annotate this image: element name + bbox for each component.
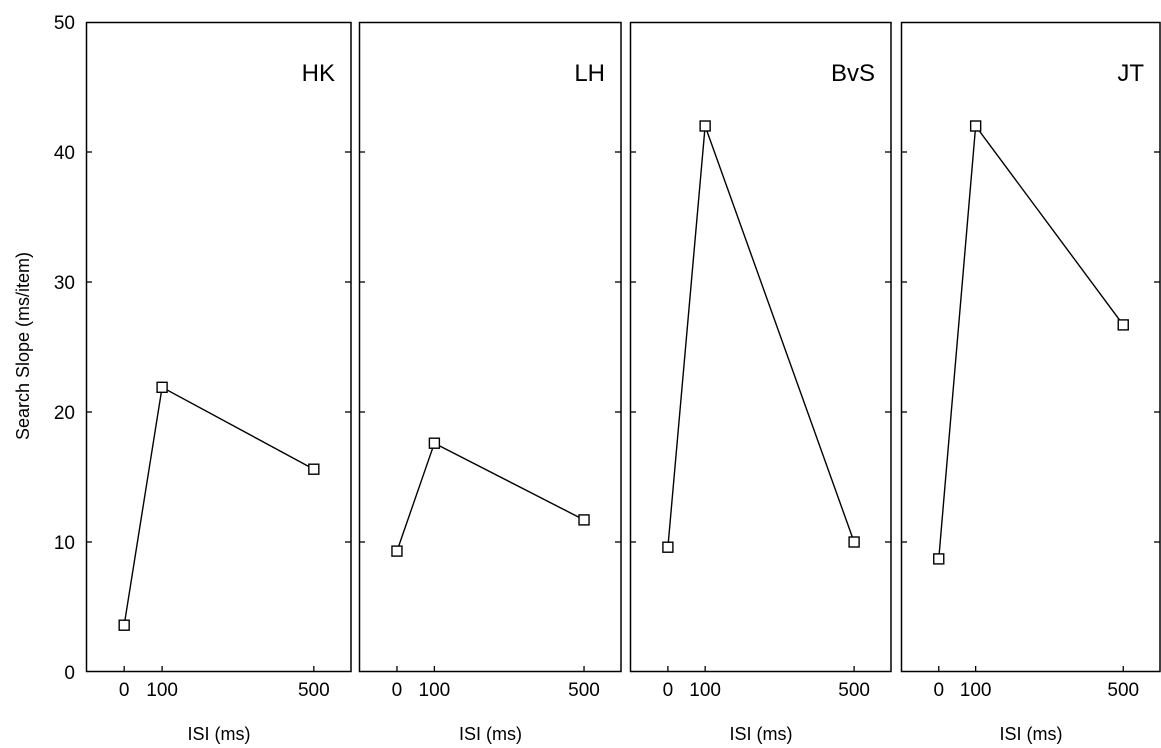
series-line [938,124,1124,559]
data-point [662,541,674,553]
x-tick-label: 0 [392,680,403,701]
panel-bvs: 0 100 500 ISI (ms) BvS [629,21,892,744]
x-axis-title: ISI (ms) [1000,724,1063,744]
x-tick-label: 100 [689,680,721,701]
x-tick-label: 0 [119,680,130,701]
panel-label: JT [1117,60,1144,87]
data-point [969,120,982,132]
y-axis-ticks: 0 10 20 30 40 50 [54,13,75,684]
data-point [118,619,130,631]
panel-lh: 0 100 500 ISI (ms) LH [358,21,622,744]
data-point [1117,319,1129,331]
x-tick-label: 100 [146,680,178,701]
data-point [578,514,590,526]
x-tick-label: 500 [298,680,330,701]
y-tick-label: 10 [54,533,75,554]
data-point [848,536,860,548]
y-tick-label: 30 [54,273,75,294]
series-line [667,125,855,548]
series-line [123,386,315,626]
panel-frame [85,21,352,673]
y-axis-title: Search Slope (ms/item) [13,252,33,440]
data-point [428,437,441,449]
panel-label: BvS [831,60,875,87]
x-tick-label: 500 [838,680,870,701]
x-axis-title: ISI (ms) [459,724,522,744]
data-point [308,463,320,475]
data-point [391,545,403,557]
x-tick-label: 500 [1107,680,1139,701]
panel-label: LH [574,60,605,87]
x-axis-title: ISI (ms) [188,724,251,744]
series-line [396,442,585,552]
x-tick-label: 0 [933,680,944,701]
panel-jt: 0 100 500 ISI (ms) JT [900,21,1161,744]
data-point [933,553,945,565]
panel-label: HK [302,60,335,87]
x-tick-label: 0 [663,680,674,701]
panels: 0 100 500 ISI (ms) HK 0 100 500 ISI (ms) LH 0 100 50… [85,21,1161,744]
x-axis-title: ISI (ms) [730,724,793,744]
data-point [699,120,711,132]
x-tick-label: 500 [568,680,600,701]
data-point [156,381,168,393]
y-tick-label: 20 [54,403,75,424]
x-tick-label: 100 [419,680,451,701]
panel-frame [629,21,892,673]
y-tick-label: 0 [64,663,75,684]
y-tick-label: 40 [54,143,75,164]
y-tick-label: 50 [54,13,75,34]
x-tick-label: 100 [960,680,992,701]
panel-frame [900,21,1161,673]
panel-hk: 0 100 500 ISI (ms) HK [85,21,352,744]
panel-frame [358,21,622,673]
